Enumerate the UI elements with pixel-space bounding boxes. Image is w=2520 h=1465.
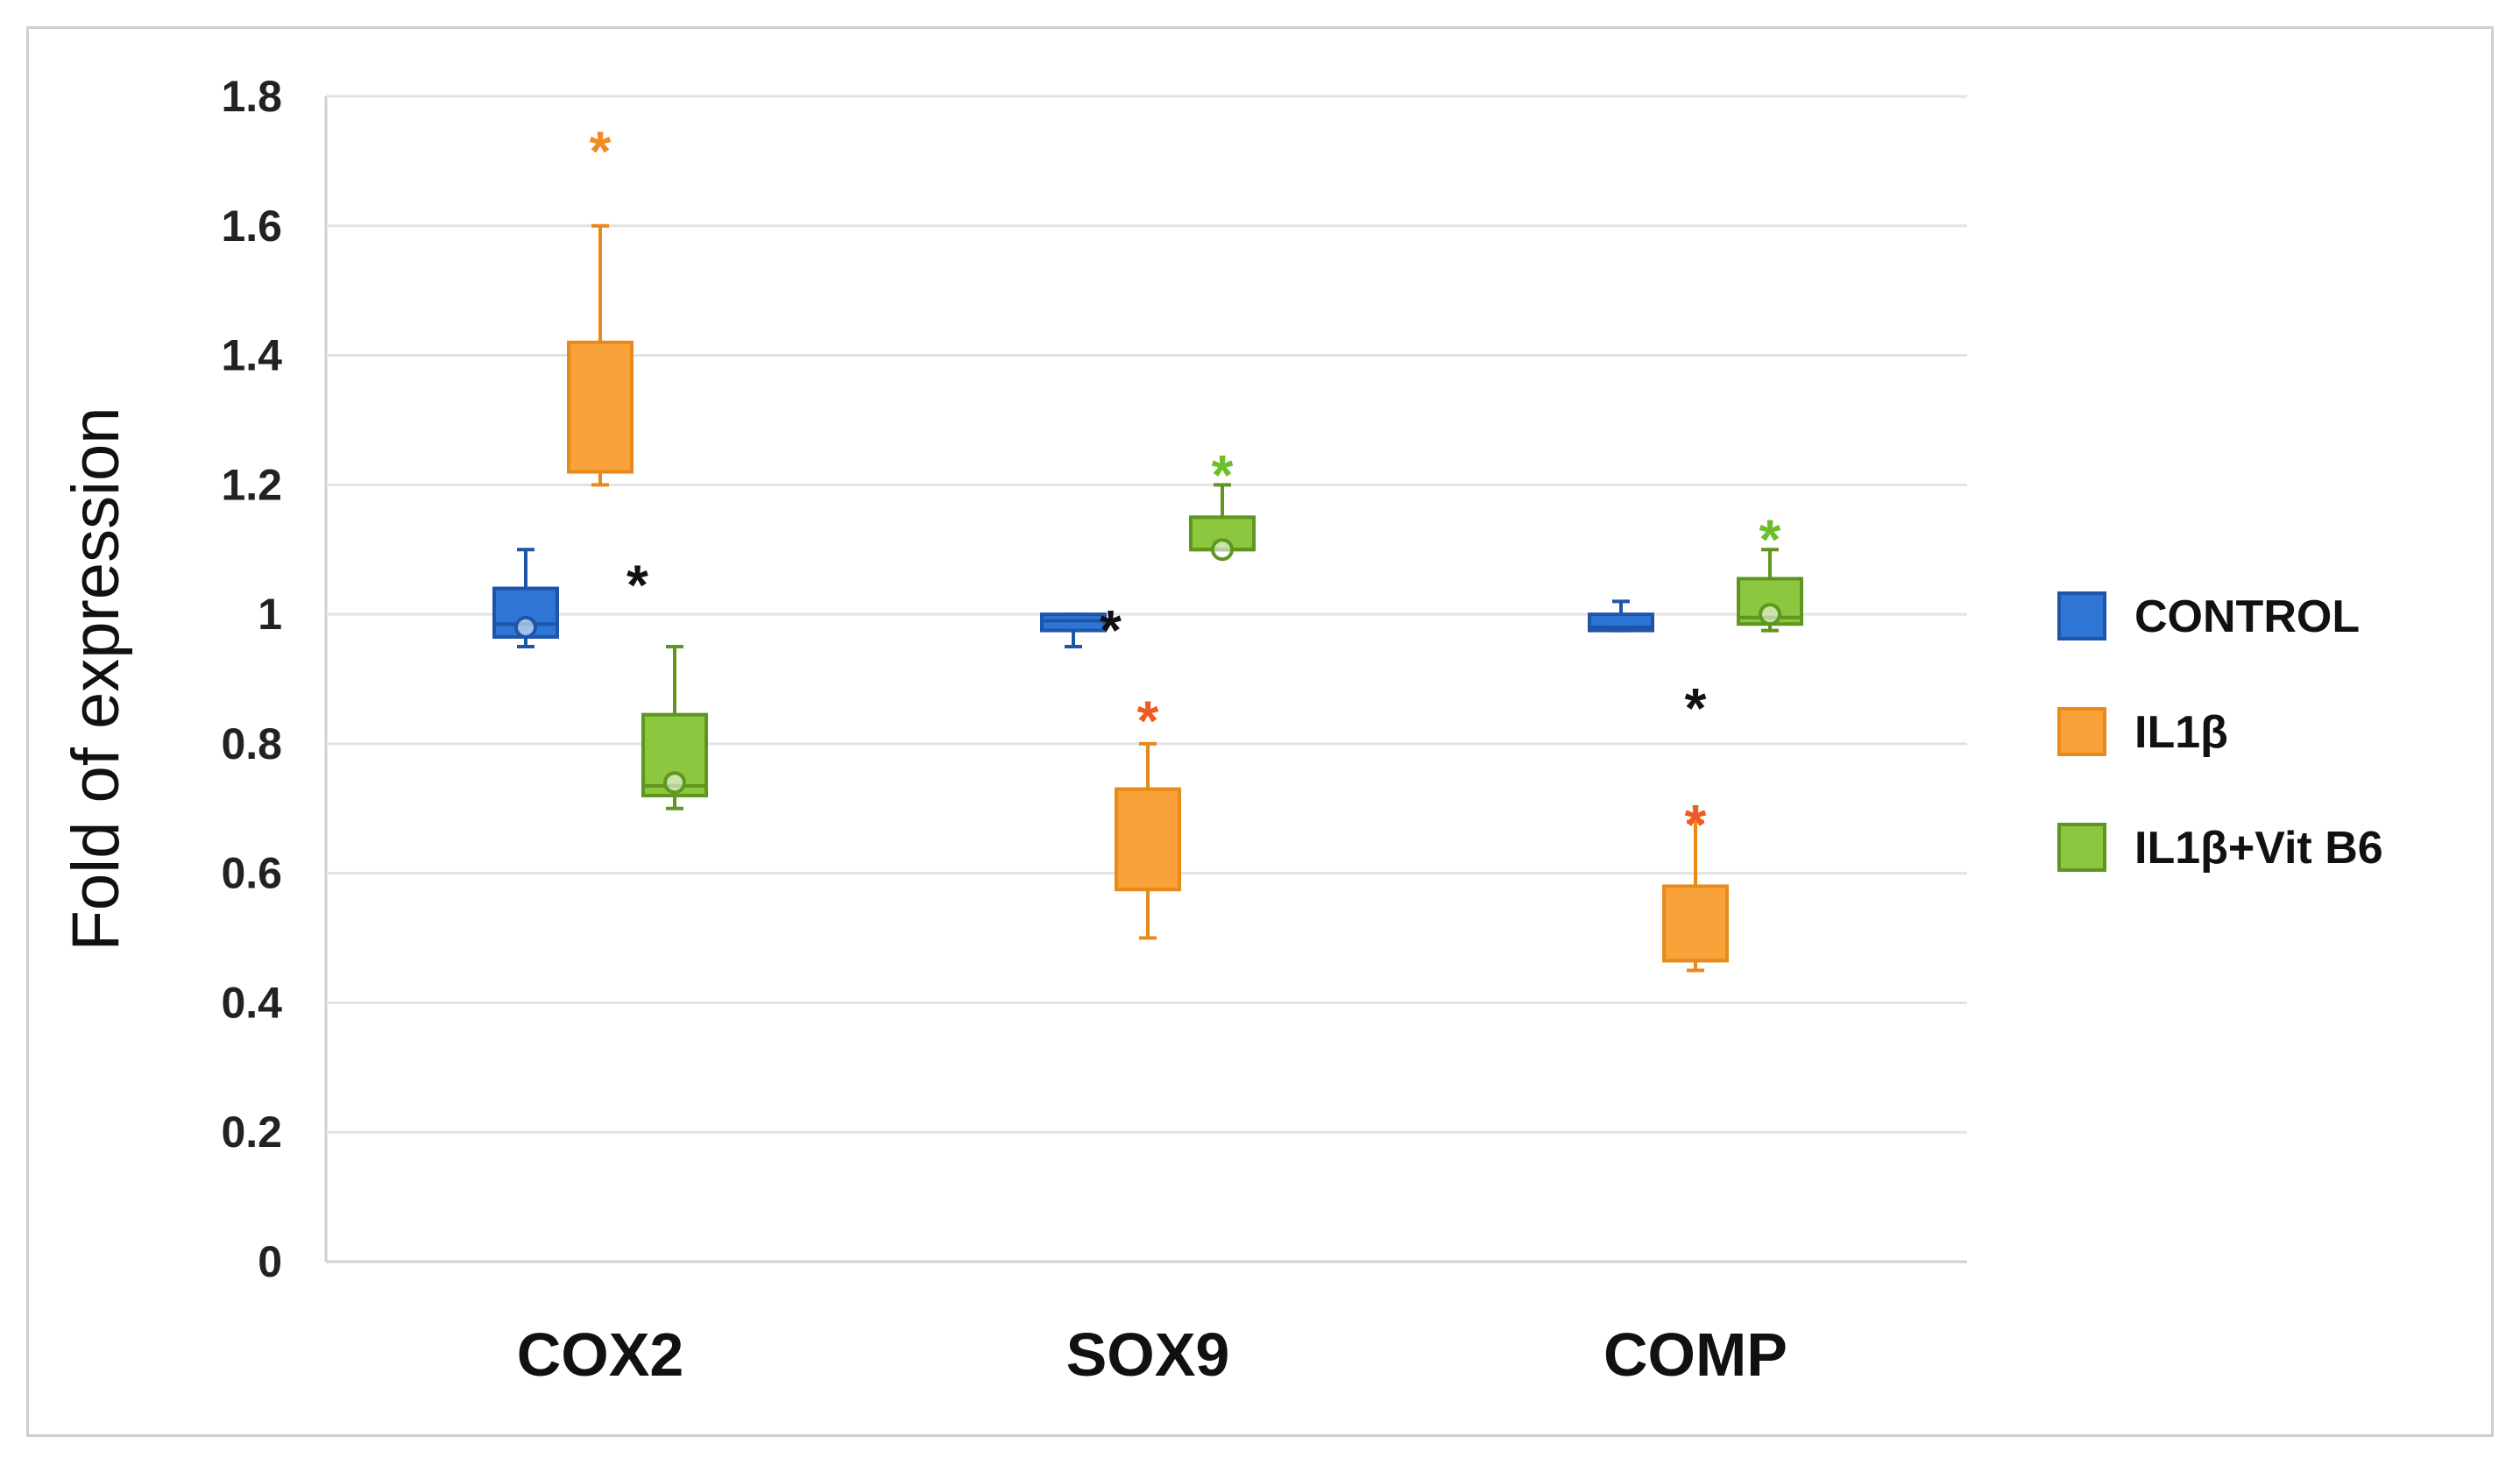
box-cox2-2 [641, 645, 708, 810]
box-comp-0 [1588, 599, 1654, 633]
y-axis-label: Fold of expression [59, 407, 133, 952]
mean-marker [514, 615, 537, 639]
box-body [567, 340, 634, 474]
legend-swatch [2057, 591, 2106, 640]
y-tick-label: 1 [258, 590, 282, 639]
boxes [492, 223, 1803, 973]
box-cox2-1 [567, 223, 634, 487]
significance-markers: ******** [590, 119, 1781, 855]
box-body [1115, 787, 1181, 892]
mean-marker [663, 771, 686, 795]
legend-label: IL1β [2134, 707, 2228, 758]
y-axis-ticks: 0 0.2 0.4 0.6 0.8 1 1.2 1.4 1.6 1.8 [221, 72, 282, 1286]
legend-swatch [2057, 707, 2106, 756]
y-tick-label: 1.8 [221, 72, 282, 121]
legend-swatch [2057, 823, 2106, 872]
legend-label: IL1β+Vit B6 [2134, 823, 2383, 874]
y-tick-label: 0.6 [221, 849, 282, 898]
box-cox2-0 [492, 548, 559, 649]
significance-star: * [1137, 690, 1159, 753]
y-tick-label: 0.8 [221, 719, 282, 768]
category-label: SOX9 [1066, 1320, 1230, 1389]
box-comp-2 [1737, 548, 1803, 633]
significance-star: * [590, 119, 612, 182]
legend-label: CONTROL [2134, 591, 2360, 642]
significance-star: * [1685, 676, 1707, 740]
box-sox9-0 [1040, 612, 1107, 649]
box-body [1662, 884, 1729, 963]
significance-star: * [1685, 793, 1707, 856]
category-label: COX2 [517, 1320, 684, 1389]
legend-item-1: IL1β [2057, 707, 2228, 758]
significance-star: * [1759, 508, 1781, 571]
y-tick-label: 0 [258, 1237, 282, 1286]
mean-marker [1211, 538, 1234, 562]
y-tick-label: 0.4 [221, 978, 282, 1027]
significance-star: * [626, 553, 648, 616]
y-tick-label: 1.2 [221, 460, 282, 509]
significance-star: * [1100, 598, 1122, 662]
gridlines [324, 95, 1967, 1263]
x-axis-categories: COX2 SOX9 COMP [517, 1320, 1787, 1389]
y-tick-label: 0.2 [221, 1108, 282, 1157]
significance-star: * [1212, 443, 1234, 506]
y-tick-label: 1.4 [221, 331, 282, 380]
box-comp-1 [1662, 819, 1729, 973]
y-tick-label: 1.6 [221, 202, 282, 251]
legend-item-2: IL1β+Vit B6 [2057, 823, 2383, 874]
box-sox9-1 [1115, 741, 1181, 940]
legend: CONTROL IL1β IL1β+Vit B6 [2057, 591, 2383, 874]
legend-item-0: CONTROL [2057, 591, 2360, 642]
mean-marker [1759, 603, 1781, 626]
box-sox9-2 [1189, 483, 1256, 562]
category-label: COMP [1603, 1320, 1787, 1389]
